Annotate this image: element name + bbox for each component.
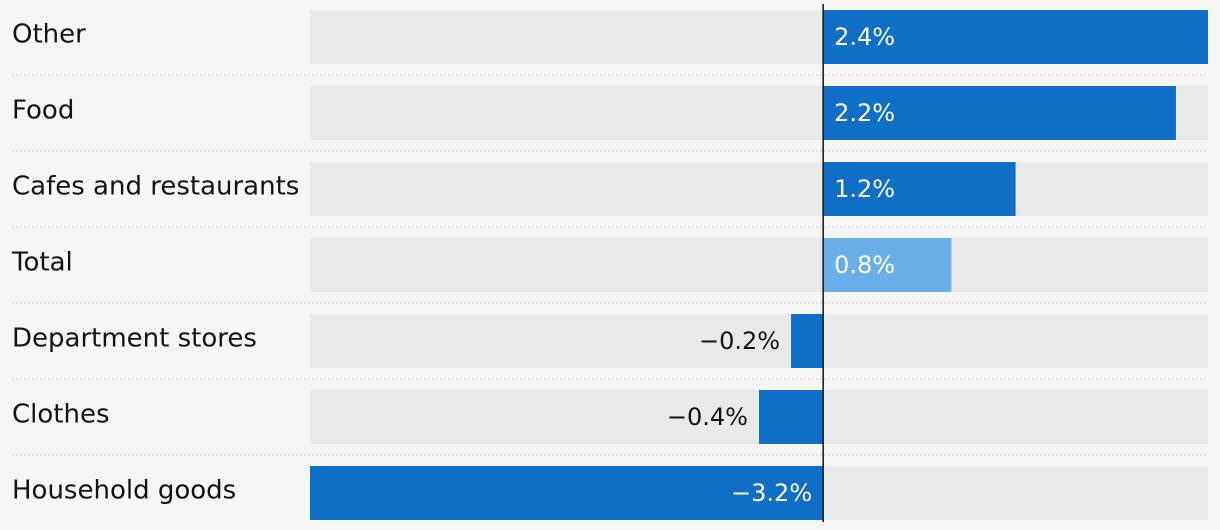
value-label: −0.2% [699, 327, 780, 355]
bar [759, 390, 824, 444]
category-label: Food [12, 96, 74, 126]
bar [823, 162, 1016, 216]
bar [823, 238, 952, 292]
bar [791, 314, 824, 368]
value-label: −0.4% [667, 403, 748, 431]
bar-track [310, 238, 1208, 292]
bar [310, 466, 824, 520]
category-label: Household goods [12, 476, 236, 506]
category-label: Clothes [12, 400, 110, 430]
bar [823, 10, 1208, 64]
value-label: −3.2% [731, 479, 812, 507]
category-label: Total [11, 248, 73, 278]
category-label: Other [12, 20, 86, 50]
bar [823, 86, 1176, 140]
value-label: 0.8% [834, 251, 895, 279]
bar-track [310, 314, 1208, 368]
value-label: 2.4% [834, 23, 895, 51]
category-label: Cafes and restaurants [12, 172, 299, 202]
category-label: Department stores [12, 324, 257, 354]
bar-track [310, 162, 1208, 216]
value-label: 2.2% [834, 99, 895, 127]
value-label: 1.2% [834, 175, 895, 203]
